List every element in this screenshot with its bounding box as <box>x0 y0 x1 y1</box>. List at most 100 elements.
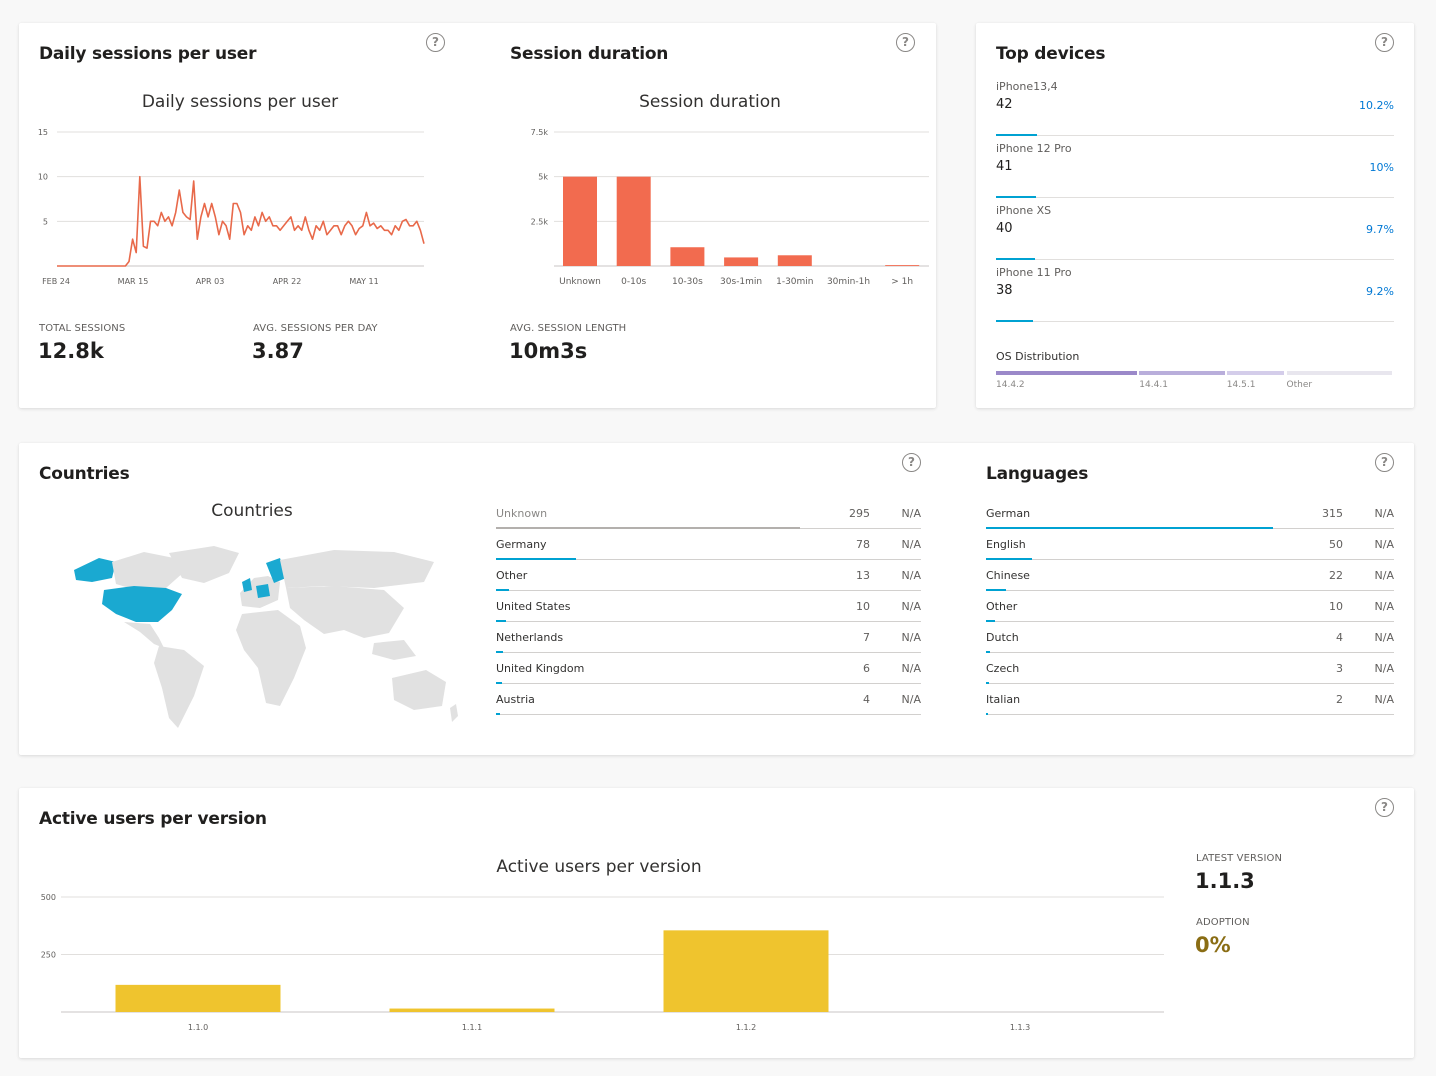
world-map <box>74 546 458 728</box>
total-sessions-value: 12.8k <box>38 339 104 363</box>
os-distribution-bar: 14.4.2 14.4.1 14.5.1 Other <box>996 371 1394 390</box>
list-row[interactable]: Dutch 4 N/A <box>986 622 1394 653</box>
x-tick-label: 10-30s <box>672 277 703 287</box>
os-segment[interactable] <box>996 371 1138 375</box>
list-item-count: 7 <box>863 631 870 644</box>
device-share-bar <box>996 320 1033 322</box>
list-share-bar <box>986 651 990 653</box>
list-row[interactable]: Other 10 N/A <box>986 591 1394 622</box>
list-item-name: Italian <box>986 693 1021 706</box>
device-row[interactable]: iPhone XS 40 9.7% <box>996 198 1394 260</box>
languages-help-icon[interactable]: ? <box>1375 453 1394 472</box>
version-bar <box>115 984 281 1012</box>
list-share-bar <box>986 589 1007 591</box>
list-row[interactable]: Germany 78 N/A <box>496 529 921 560</box>
versions-help-icon[interactable]: ? <box>1375 798 1394 817</box>
list-item-name: English <box>986 538 1026 551</box>
devices-help-icon[interactable]: ? <box>1375 33 1394 52</box>
latest-version-label: LATEST VERSION <box>1196 853 1283 864</box>
sessions-help-icon[interactable]: ? <box>426 33 445 52</box>
version-bar <box>663 930 829 1012</box>
map-russia <box>280 550 434 588</box>
duration-bar <box>724 257 759 266</box>
device-count: 41 <box>996 159 1013 174</box>
y-tick-label: 10 <box>38 173 48 182</box>
os-segment-label: 14.5.1 <box>1226 380 1256 390</box>
list-item-name: Netherlands <box>496 631 564 644</box>
countries-help-icon[interactable]: ? <box>902 453 921 472</box>
device-row[interactable]: iPhone13,4 42 10.2% <box>996 74 1394 136</box>
list-item-name: Czech <box>986 662 1020 675</box>
list-row[interactable]: Netherlands 7 N/A <box>496 622 921 653</box>
list-share-bar <box>986 713 988 715</box>
y-tick-label: 15 <box>38 128 48 137</box>
y-tick-label: 7.5k <box>531 128 549 137</box>
x-tick-label: MAY 11 <box>349 277 378 286</box>
list-item-na: N/A <box>1374 600 1394 613</box>
list-row[interactable]: United States 10 N/A <box>496 591 921 622</box>
list-row[interactable]: United Kingdom 6 N/A <box>496 653 921 684</box>
device-name: iPhone 11 Pro <box>996 266 1072 279</box>
list-share-bar <box>496 620 507 622</box>
os-segment-label: 14.4.2 <box>996 380 1025 390</box>
duration-help-icon[interactable]: ? <box>896 33 915 52</box>
list-row[interactable]: Other 13 N/A <box>496 560 921 591</box>
os-segment[interactable] <box>1226 371 1285 375</box>
map-sea <box>372 640 416 660</box>
list-item-na: N/A <box>1374 538 1394 551</box>
list-share-bar <box>986 682 989 684</box>
x-tick-label: 30min-1h <box>827 277 870 287</box>
list-row[interactable]: English 50 N/A <box>986 529 1394 560</box>
list-item-na: N/A <box>901 569 921 582</box>
map-africa <box>236 610 306 706</box>
map-uk <box>242 578 252 592</box>
device-row[interactable]: iPhone 11 Pro 38 9.2% <box>996 260 1394 322</box>
device-row[interactable]: iPhone 12 Pro 41 10% <box>996 136 1394 198</box>
list-item-count: 3 <box>1336 662 1343 675</box>
list-item-na: N/A <box>901 507 921 520</box>
list-item-na: N/A <box>1374 507 1394 520</box>
y-tick-label: 2.5k <box>531 217 549 226</box>
y-tick-label: 5k <box>538 173 548 182</box>
sessions-card-title: Daily sessions per user <box>39 44 257 64</box>
os-segment-label: Other <box>1286 380 1313 390</box>
countries-title: Countries <box>39 464 130 484</box>
list-row[interactable]: Unknown 295 N/A <box>496 498 921 529</box>
list-item-count: 295 <box>849 507 870 520</box>
x-tick-label: 1.1.2 <box>736 1023 756 1032</box>
x-tick-label: 30s-1min <box>720 277 762 287</box>
list-item-name: Unknown <box>496 507 548 520</box>
duration-bar <box>670 247 705 266</box>
map-canada <box>112 552 184 590</box>
list-item-na: N/A <box>901 631 921 644</box>
list-item-name: Austria <box>496 693 535 706</box>
latest-version-value: 1.1.3 <box>1195 869 1255 893</box>
list-share-bar <box>496 527 800 529</box>
list-item-count: 13 <box>856 569 870 582</box>
x-tick-label: 1.1.3 <box>1010 1023 1030 1032</box>
list-row[interactable]: Chinese 22 N/A <box>986 560 1394 591</box>
list-row[interactable]: Czech 3 N/A <box>986 653 1394 684</box>
list-item-name: Other <box>986 600 1018 613</box>
list-share-bar <box>496 713 501 715</box>
list-row[interactable]: Austria 4 N/A <box>496 684 921 715</box>
os-segment[interactable] <box>1286 371 1392 375</box>
device-share-bar <box>996 134 1037 136</box>
os-distribution-label: OS Distribution <box>996 350 1080 363</box>
list-row[interactable]: Italian 2 N/A <box>986 684 1394 715</box>
x-tick-label: 1.1.0 <box>188 1023 208 1032</box>
adoption-label: ADOPTION <box>1196 917 1250 928</box>
list-item-na: N/A <box>1374 569 1394 582</box>
version-bar <box>389 1008 555 1012</box>
os-segment[interactable] <box>1139 371 1225 375</box>
y-tick-label: 500 <box>41 893 56 902</box>
device-count: 38 <box>996 283 1013 298</box>
list-share-bar <box>496 589 510 591</box>
sessions-duration-card: Daily sessions per user ? Daily sessions… <box>19 23 936 408</box>
list-row[interactable]: German 315 N/A <box>986 498 1394 529</box>
x-tick-label: 0-10s <box>621 277 646 287</box>
y-tick-label: 250 <box>41 951 56 960</box>
y-tick-label: 5 <box>43 217 48 226</box>
list-item-count: 78 <box>856 538 870 551</box>
duration-bar <box>616 176 651 266</box>
